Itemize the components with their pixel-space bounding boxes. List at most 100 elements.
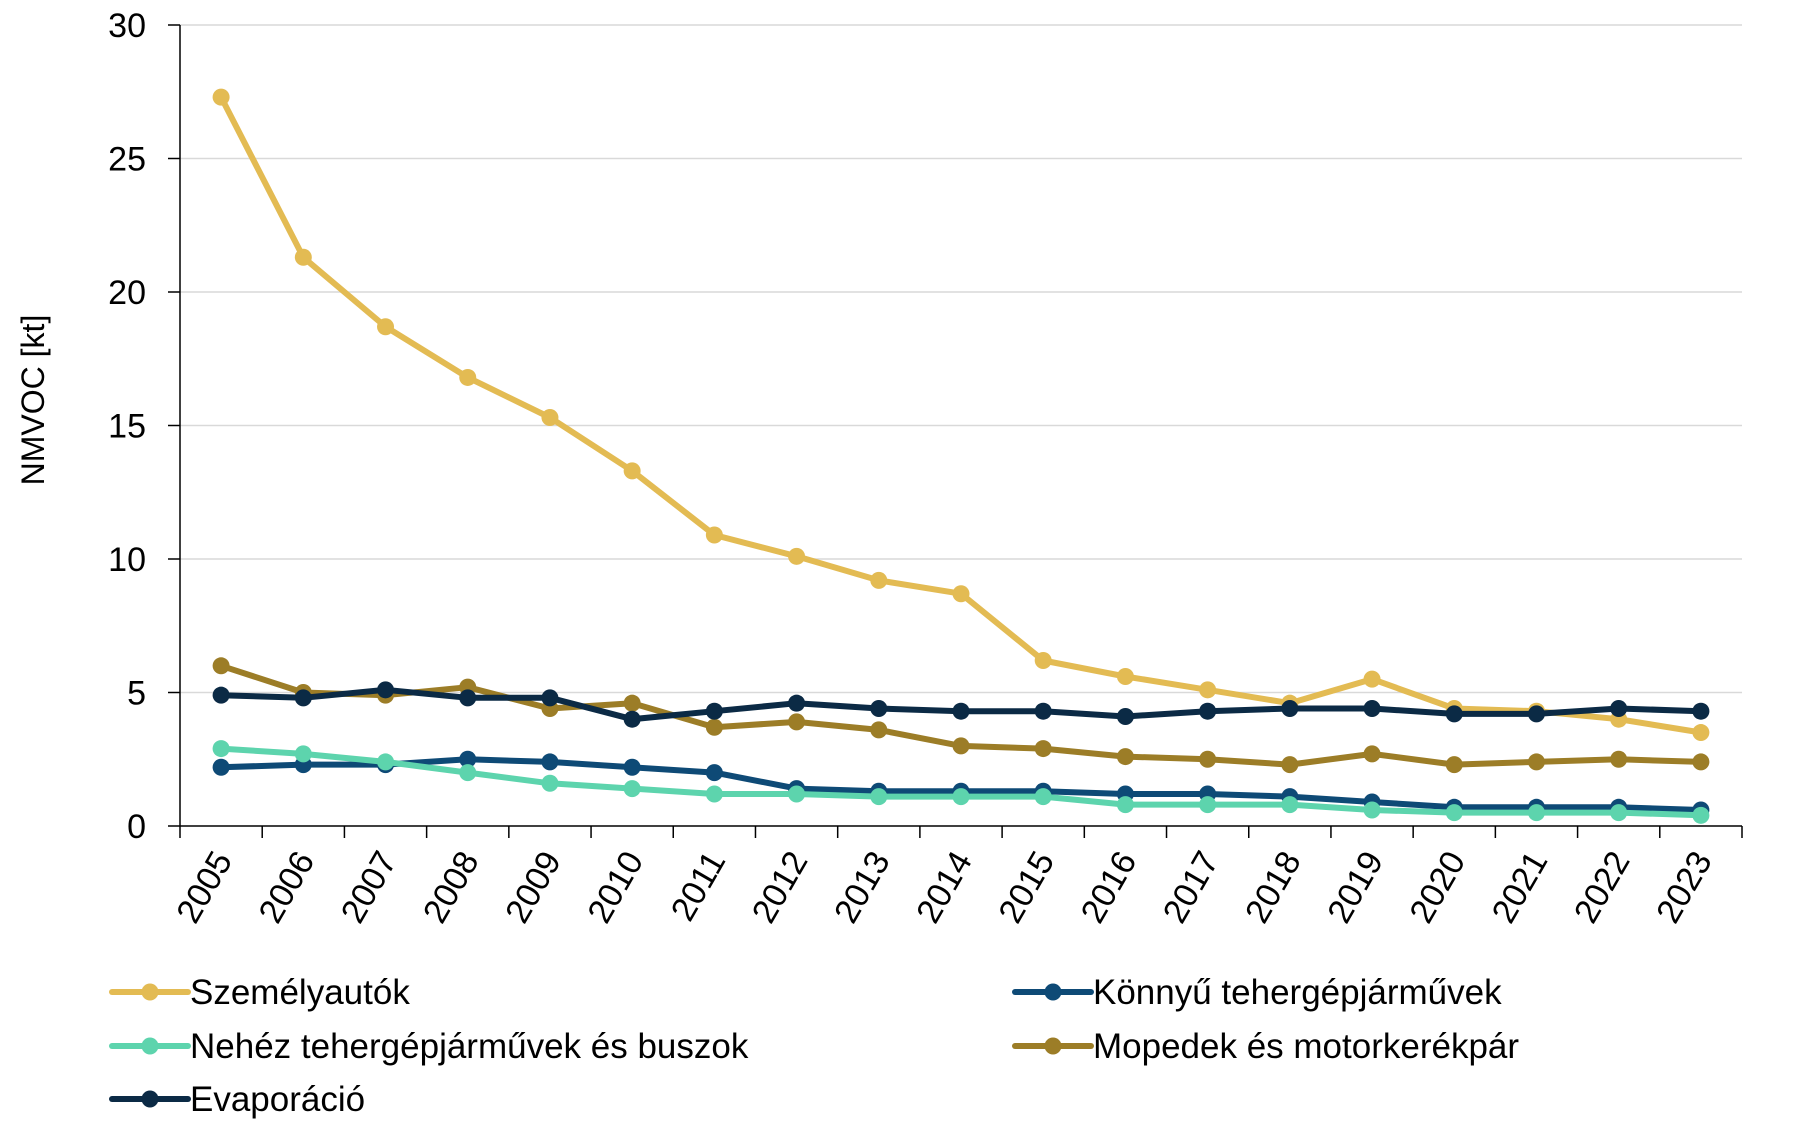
legend-item: Személyautók	[109, 973, 410, 1012]
data-point	[1610, 750, 1628, 768]
legend-label: Könnyű tehergépjárművek	[1093, 973, 1502, 1012]
legend-item: Evaporáció	[109, 1080, 365, 1119]
data-point	[623, 758, 641, 776]
data-point	[459, 750, 477, 768]
series-group	[212, 681, 1710, 728]
x-tick-label: 2007	[334, 845, 405, 930]
legend-item: Könnyű tehergépjárművek	[1012, 973, 1502, 1012]
x-tick-label: 2015	[991, 845, 1062, 930]
data-point	[1034, 651, 1052, 669]
x-tick-label: 2005	[169, 845, 240, 930]
series-lines	[212, 88, 1710, 824]
data-point	[952, 585, 970, 603]
gridlines	[180, 24, 1742, 694]
data-point	[1692, 724, 1710, 742]
data-point	[1199, 681, 1217, 699]
data-point	[212, 657, 230, 675]
legend-swatch-marker	[1044, 1037, 1062, 1055]
x-tick-label: 2016	[1074, 845, 1145, 930]
data-point	[1692, 702, 1710, 720]
data-point	[1527, 804, 1545, 822]
data-point	[705, 764, 723, 782]
legend-swatch-marker	[141, 1037, 159, 1055]
data-point	[1445, 804, 1463, 822]
data-point	[623, 780, 641, 798]
data-point	[623, 710, 641, 728]
legend: Személyautók Könnyű tehergépjárművek Nehéz…	[109, 973, 1519, 1119]
data-point	[294, 689, 312, 707]
data-point	[1034, 740, 1052, 758]
data-point	[870, 700, 888, 718]
data-point	[705, 526, 723, 544]
x-tick-label: 2006	[252, 845, 323, 930]
series-group	[212, 657, 1710, 774]
data-point	[705, 785, 723, 803]
x-tick-label: 2020	[1402, 845, 1473, 930]
data-point	[212, 88, 230, 106]
data-point	[788, 785, 806, 803]
x-tick-label: 2023	[1649, 845, 1720, 930]
series-line	[218, 94, 1704, 736]
data-point	[377, 681, 395, 699]
data-point	[1610, 700, 1628, 718]
y-tick-label: 0	[127, 808, 146, 846]
series-group	[212, 88, 1710, 742]
data-point	[1034, 788, 1052, 806]
x-tick-label: 2013	[827, 845, 898, 930]
y-tick-label: 30	[108, 7, 146, 45]
y-tick-label: 10	[108, 541, 146, 579]
data-point	[1527, 705, 1545, 723]
data-point	[1281, 700, 1299, 718]
data-point	[294, 248, 312, 266]
y-tick-label: 20	[108, 274, 146, 312]
x-tick-label: 2011	[664, 845, 733, 927]
data-point	[377, 753, 395, 771]
data-point	[1610, 804, 1628, 822]
data-point	[1199, 796, 1217, 814]
data-point	[1692, 753, 1710, 771]
x-tick-label: 2018	[1238, 845, 1309, 930]
data-point	[541, 774, 559, 792]
data-point	[952, 737, 970, 755]
data-point	[541, 408, 559, 426]
legend-label: Evaporáció	[190, 1080, 365, 1119]
data-point	[788, 547, 806, 565]
y-tick-label: 5	[127, 675, 146, 713]
data-point	[1034, 702, 1052, 720]
legend-swatch-marker	[141, 1090, 159, 1108]
data-point	[1199, 702, 1217, 720]
data-point	[459, 368, 477, 386]
y-axis-title: NMVOC [kt]	[15, 315, 51, 486]
legend-swatch-marker	[1044, 983, 1062, 1001]
data-point	[212, 740, 230, 758]
data-point	[952, 788, 970, 806]
data-point	[705, 718, 723, 736]
legend-swatch-marker	[141, 983, 159, 1001]
x-tick-label: 2009	[498, 845, 569, 930]
data-point	[952, 702, 970, 720]
data-point	[1445, 756, 1463, 774]
x-tick-label: 2021	[1485, 845, 1556, 930]
x-tick-label: 2017	[1156, 845, 1227, 930]
x-tick-label: 2010	[580, 845, 651, 930]
data-point	[459, 764, 477, 782]
legend-label: Személyautók	[190, 973, 410, 1012]
y-tick-label: 25	[108, 141, 146, 179]
data-point	[1199, 750, 1217, 768]
data-point	[705, 702, 723, 720]
legend-label: Nehéz tehergépjárművek és buszok	[190, 1027, 749, 1066]
data-point	[870, 721, 888, 739]
data-point	[1116, 796, 1134, 814]
x-tick-label: 2022	[1567, 845, 1638, 930]
legend-item: Nehéz tehergépjárművek és buszok	[109, 1027, 749, 1066]
data-point	[212, 758, 230, 776]
data-point	[1363, 801, 1381, 819]
data-point	[541, 689, 559, 707]
data-point	[870, 788, 888, 806]
data-point	[1445, 705, 1463, 723]
data-point	[1363, 745, 1381, 763]
data-point	[1116, 667, 1134, 685]
y-tick-label: 15	[108, 408, 146, 446]
